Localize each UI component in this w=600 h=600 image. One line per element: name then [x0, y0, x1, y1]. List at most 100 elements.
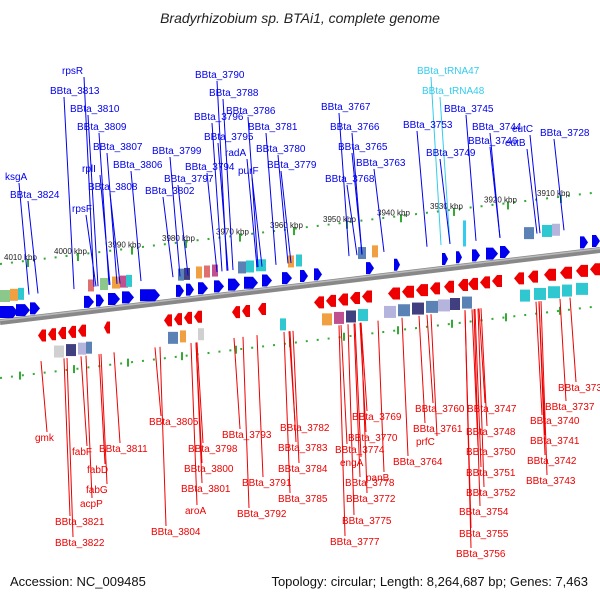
leader-line-bottom	[535, 301, 543, 416]
leader-line-top	[63, 96, 75, 290]
leader-line-bottom	[292, 330, 300, 464]
leader-line-bottom	[256, 335, 264, 478]
reverse-gene	[164, 314, 172, 327]
leader-line-bottom	[85, 355, 93, 499]
reverse-gene	[514, 272, 524, 285]
gene-label-bottom: BBta_3741	[530, 436, 580, 447]
gene-label-bottom: BBta_3748	[466, 427, 516, 438]
leader-line-top	[99, 174, 111, 285]
gene-label-top: BBta_3796	[194, 112, 244, 123]
gene-label-bottom: engA	[340, 458, 364, 469]
feature-block-top	[246, 260, 254, 273]
feature-block-top	[126, 274, 132, 287]
reverse-gene	[68, 325, 76, 338]
forward-gene	[456, 251, 462, 264]
gene-label-bottom: BBta_3740	[530, 416, 580, 427]
scale-label: 3980 kbp	[162, 234, 195, 243]
feature-block-top	[184, 267, 190, 280]
leader-line-bottom	[559, 298, 567, 402]
leader-line-bottom	[480, 308, 488, 427]
reverse-gene	[314, 296, 324, 309]
forward-gene	[228, 278, 240, 291]
gene-label-bottom: BBta_3769	[352, 412, 402, 423]
leader-line-bottom	[377, 320, 385, 473]
leader-line-bottom	[289, 331, 297, 443]
feature-block-top	[10, 288, 18, 301]
leader-line-bottom	[100, 353, 108, 485]
gene-label-bottom: BBta_3764	[393, 457, 443, 468]
leader-line-bottom	[569, 297, 577, 383]
reverse-gene	[258, 303, 266, 316]
reverse-gene	[590, 263, 600, 276]
scale-label: 4010 kbp	[4, 253, 37, 262]
feature-block-bottom	[438, 299, 450, 312]
gene-label-bottom: BBta_3800	[184, 464, 234, 475]
gene-label-bottom: panB	[366, 473, 390, 484]
gene-label-top: BBta_3799	[152, 146, 202, 157]
forward-gene	[282, 272, 292, 285]
leader-line-bottom	[233, 337, 241, 430]
scale-line-top	[0, 191, 600, 265]
leader-line-top	[373, 168, 385, 252]
gene-label-top: BBta_3749	[426, 148, 476, 159]
feature-block-bottom	[54, 345, 64, 358]
reverse-gene	[58, 327, 66, 340]
feature-block-bottom	[450, 298, 460, 310]
leader-line-bottom	[159, 346, 167, 527]
leader-line-top	[83, 76, 95, 287]
gene-label-top: BBta_3807	[93, 142, 143, 153]
feature-block-top	[0, 290, 10, 302]
forward-gene	[244, 276, 258, 289]
gene-label-bottom: BBta_3798	[188, 444, 238, 455]
leader-line-top	[106, 152, 118, 284]
gene-label-bottom: BBta_3770	[348, 433, 398, 444]
feature-block-bottom	[280, 318, 286, 331]
feature-block-top	[18, 287, 24, 300]
feature-block-bottom	[86, 341, 92, 354]
scale-label: 3920 kbp	[484, 195, 517, 204]
gene-label-top: BBta_3813	[50, 86, 100, 97]
gene-label-bottom: BBta_3761	[413, 424, 463, 435]
leader-line-bottom	[353, 323, 361, 478]
leader-line-bottom	[40, 361, 48, 433]
feature-block-bottom	[462, 296, 472, 309]
forward-gene	[30, 302, 40, 315]
reverse-gene	[174, 313, 182, 326]
feature-block-bottom	[180, 330, 186, 343]
gene-label-top: BBta_3824	[10, 190, 60, 201]
feature-block-top	[372, 245, 378, 258]
gene-label-top: BBta_3797	[164, 174, 214, 185]
feature-block-bottom	[384, 305, 396, 318]
scale-label: 3950 kbp	[323, 215, 356, 224]
leader-line-bottom	[190, 343, 198, 506]
leader-line-bottom	[113, 352, 121, 444]
reverse-gene	[468, 277, 478, 290]
leader-line-top	[222, 98, 234, 271]
topology-text: Topology: circular; Length: 8,264,687 bp…	[271, 574, 588, 589]
leader-line-bottom	[474, 308, 482, 468]
gene-label-top: BBta_3780	[256, 144, 306, 155]
gene-label-bottom: BBta_3774	[335, 445, 385, 456]
gene-label-bottom: BBta_3747	[467, 404, 517, 415]
leader-line-bottom	[430, 314, 438, 437]
reverse-gene	[388, 287, 400, 300]
leader-line-bottom	[340, 325, 348, 445]
scale-label: 3910 kbp	[537, 189, 570, 198]
forward-gene	[262, 274, 272, 287]
gene-label-top: BBta_3794	[185, 162, 235, 173]
leader-line-bottom	[478, 308, 486, 404]
reverse-gene	[48, 328, 56, 341]
gene-label-bottom: BBta_3805	[149, 417, 199, 428]
feature-block-top	[552, 223, 560, 236]
leader-line-top	[162, 196, 174, 278]
feature-block-top	[256, 259, 266, 272]
forward-gene	[0, 306, 18, 318]
leader-line-top	[553, 138, 565, 231]
gene-label-bottom: fabD	[87, 465, 108, 476]
feature-block-top	[212, 264, 218, 277]
feature-block-bottom	[534, 287, 546, 300]
gene-label-bottom: BBta_3791	[242, 478, 292, 489]
feature-block-bottom	[322, 313, 332, 326]
leader-line-bottom	[195, 342, 203, 484]
gene-label-bottom: BBta_3754	[459, 507, 509, 518]
